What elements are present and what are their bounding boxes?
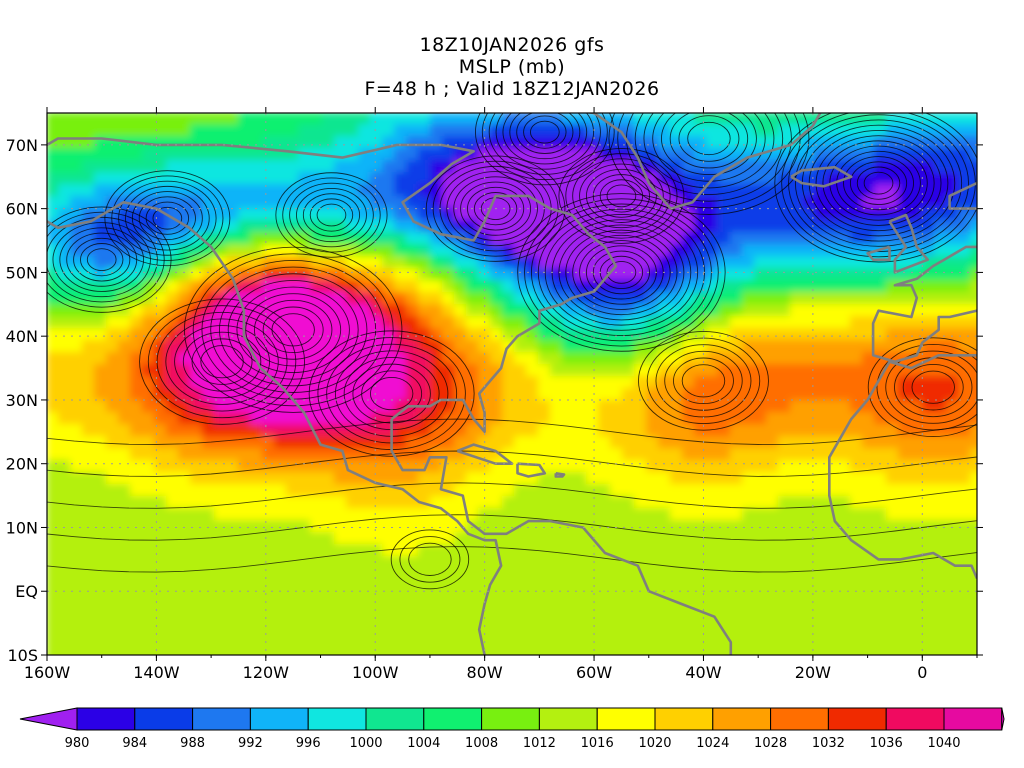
colorbar-label: 1012: [523, 736, 556, 751]
title-forecast-line: F=48 h ; Valid 18Z12JAN2026: [364, 78, 660, 100]
colorbar-swatch: [365, 707, 425, 731]
colorbar-swatch: [770, 707, 829, 731]
lat-tick-label: 10S: [7, 646, 38, 665]
colorbar: 980 984 988 992 996 1000 1004 1008 1012 1016 1020 1…: [19, 707, 1005, 751]
lon-tick-label: 140W: [133, 663, 180, 682]
colorbar-label: 1020: [638, 736, 671, 751]
colorbar-label: 992: [238, 736, 263, 751]
colorbar-swatch: [654, 707, 714, 731]
colorbar-label: 988: [180, 736, 205, 751]
title-run-line: 18Z10JAN2026 gfs: [419, 34, 605, 56]
colorbar-swatch: [192, 707, 251, 731]
colorbar-swatch: [249, 707, 309, 731]
colorbar-arrow-low: [19, 707, 78, 731]
lon-tick-label: 100W: [352, 663, 399, 682]
colorbar-swatch: [943, 707, 1003, 731]
lat-tick-label: EQ: [15, 582, 38, 601]
lat-tick-label: 30N: [6, 391, 38, 410]
colorbar-swatch: [712, 707, 772, 731]
colorbar-label: 980: [65, 736, 90, 751]
latitude-axis: 70N 60N 50N 40N 30N 20N 10N EQ 10S: [6, 136, 38, 665]
colorbar-label: 1000: [349, 736, 382, 751]
plot-frame: [46, 112, 978, 656]
colorbar-label: 984: [122, 736, 147, 751]
colorbar-label: 1004: [407, 736, 440, 751]
colorbar-label: 1016: [581, 736, 614, 751]
lat-tick-label: 70N: [6, 136, 38, 155]
colorbar-label: 1008: [465, 736, 498, 751]
colorbar-swatch: [481, 707, 540, 731]
colorbar-swatch: [307, 707, 367, 731]
lon-tick-label: 0: [917, 663, 927, 682]
colorbar-label: 1032: [812, 736, 845, 751]
lat-tick-label: 50N: [6, 263, 38, 282]
lon-tick-label: 80W: [467, 663, 503, 682]
lat-tick-label: 40N: [6, 327, 38, 346]
lon-tick-label: 160W: [24, 663, 71, 682]
colorbar-swatch: [134, 707, 194, 731]
colorbar-swatch: [423, 707, 483, 731]
colorbar-label: 1036: [870, 736, 903, 751]
colorbar-swatch: [885, 707, 945, 731]
lat-tick-label: 10N: [6, 518, 38, 537]
longitude-axis: 160W 140W 120W 100W 80W 60W 40W 20W 0: [24, 663, 928, 682]
colorbar-arrow-high: [1001, 707, 1005, 731]
colorbar-label: 1024: [696, 736, 729, 751]
lon-tick-label: 60W: [576, 663, 612, 682]
map-title: 18Z10JAN2026 gfs MSLP (mb) F=48 h ; Vali…: [0, 34, 1024, 100]
colorbar-label: 1028: [754, 736, 787, 751]
pressure-field: [47, 113, 977, 655]
colorbar-swatch: [827, 707, 887, 731]
lon-tick-label: 40W: [685, 663, 721, 682]
lat-tick-label: 20N: [6, 455, 38, 474]
colorbar-label: 996: [296, 736, 321, 751]
colorbar-swatch: [538, 707, 598, 731]
colorbar-swatch: [596, 707, 656, 731]
colorbar-swatch: [76, 707, 136, 731]
lon-tick-label: 120W: [243, 663, 290, 682]
lat-tick-label: 60N: [6, 200, 38, 219]
lon-tick-label: 20W: [795, 663, 831, 682]
colorbar-label: 1040: [927, 736, 960, 751]
title-variable-line: MSLP (mb): [458, 56, 566, 78]
